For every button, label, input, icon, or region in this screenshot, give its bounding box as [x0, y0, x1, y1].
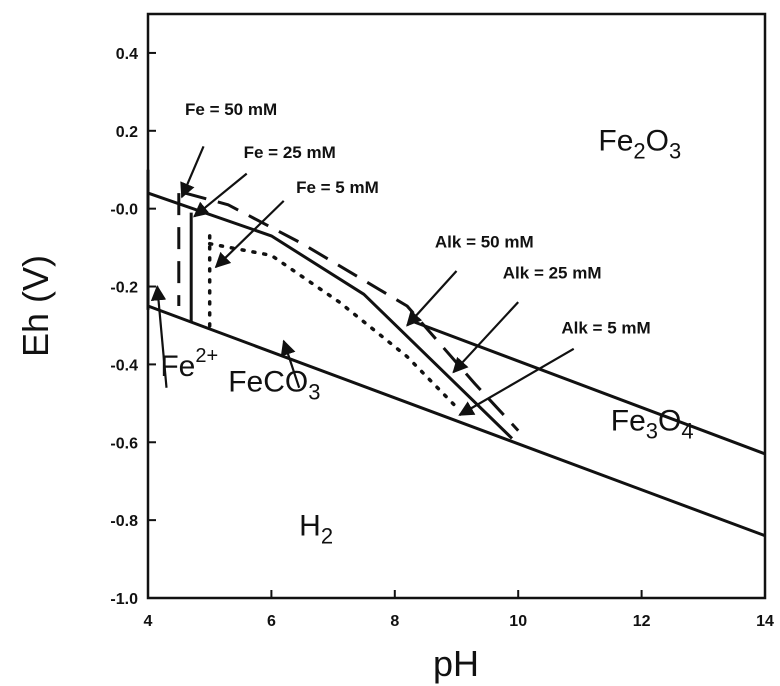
annotation-arrow [458, 347, 575, 416]
annotation-label: Alk = 5 mM [561, 318, 650, 337]
boundary-lines [146, 169, 766, 538]
y-tick-label: 0.2 [116, 124, 138, 141]
annotation-arrow [214, 200, 285, 269]
y-tick-label: -0.2 [110, 280, 138, 297]
solid-boundary-line [412, 320, 766, 456]
x-tick-label: 6 [267, 613, 276, 630]
phase-labels: Fe2O3 Fe3O4 FeCO3 Fe2+ H2 [160, 124, 693, 548]
annotation-label: Fe = 50 mM [185, 100, 277, 119]
phase-label: H2 [299, 510, 333, 549]
annotation-label: Fe = 5 mM [296, 178, 379, 197]
x-tick-label: 14 [756, 613, 774, 630]
annotation-arrow [280, 339, 301, 389]
phase-label: Fe3O4 [611, 405, 694, 444]
annotation-arrows [150, 145, 575, 416]
x-tick-label: 12 [633, 613, 651, 630]
y-tick-label: -0.4 [110, 357, 138, 374]
y-tick-label: -0.8 [110, 513, 138, 530]
annotation-labels: Fe = 50 mM Fe = 25 mM Fe = 5 mM Alk = 50 mM… [185, 100, 651, 337]
phase-label: Fe2+ [160, 345, 218, 383]
annotation-arrow [193, 172, 248, 218]
x-tick-label: 8 [390, 613, 399, 630]
annotation-label: Alk = 50 mM [435, 233, 534, 252]
y-tick-label: -1.0 [110, 591, 138, 608]
annotation-label: Fe = 25 mM [244, 143, 336, 162]
annotation-arrow [452, 301, 520, 374]
y-axis-title: Eh (V) [15, 255, 56, 357]
solid-boundary-line [147, 191, 514, 440]
y-tick-label: 0.4 [116, 46, 138, 63]
y-tick-label: -0.6 [110, 435, 138, 452]
y-tick-label: -0.0 [110, 202, 138, 219]
x-axis-title: pH [433, 643, 479, 684]
phase-label: Fe2O3 [598, 124, 681, 163]
dotted-boundary-line [207, 241, 459, 409]
x-tick-label: 4 [144, 613, 153, 630]
annotation-arrow [150, 284, 168, 388]
x-tick-label: 10 [509, 613, 527, 630]
axis-ticks: 4 6 8 10 12 14 0.4 0.2 -0.0 -0.2 -0.4 -0.6 -0.8 -1.0 [110, 46, 774, 630]
annotation-label: Alk = 25 mM [503, 264, 602, 283]
solid-boundary-line [147, 304, 766, 538]
annotation-arrow [180, 145, 205, 199]
phase-label: FeCO3 [228, 366, 320, 405]
dashed-boundary-line [184, 191, 520, 432]
annotation-arrow [406, 270, 458, 327]
